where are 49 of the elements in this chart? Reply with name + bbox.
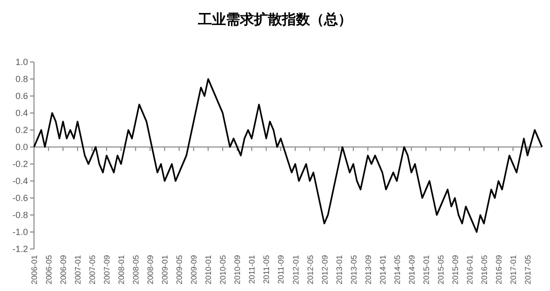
x-tick-label: 2015-01 [422, 254, 431, 284]
x-tick-label: 2012-09 [320, 254, 330, 284]
x-tick-label: 2012-05 [306, 254, 315, 284]
x-tick-label: 2017-05 [523, 254, 532, 284]
x-tick-label: 2011-05 [262, 254, 272, 284]
y-tick-label: 0.6 [15, 91, 28, 101]
x-tick-label: 2010-09 [233, 254, 242, 284]
x-tick-label: 2008-09 [146, 254, 156, 284]
x-tick-label: 2007-01 [74, 254, 83, 284]
x-tick-label: 2009-09 [190, 254, 199, 284]
y-tick-label: -0.8 [12, 210, 28, 220]
x-tick-label: 2012-01 [291, 254, 300, 284]
x-tick-label: 2006-09 [59, 254, 68, 284]
y-tick-label: 0.4 [15, 108, 28, 118]
x-tick-label: 2008-01 [117, 254, 126, 284]
x-tick-label: 2016-05 [480, 254, 489, 284]
x-tick-label: 2013-05 [349, 254, 358, 284]
x-tick-label: 2017-01 [508, 254, 518, 284]
y-tick-label: -1.2 [12, 244, 28, 254]
x-tick-label: 2009-01 [160, 254, 170, 284]
y-tick-label: -1.0 [12, 227, 28, 237]
x-tick-label: 2009-05 [175, 254, 184, 284]
x-tick-label: 2016-01 [465, 254, 474, 284]
x-tick-label: 2006-01 [30, 254, 39, 284]
x-tick-label: 2014-09 [407, 254, 416, 284]
y-tick-label: 0.8 [15, 74, 28, 84]
chart-title: 工业需求扩散指数（总） [197, 11, 352, 27]
x-tick-label: 2008-05 [132, 254, 141, 284]
y-tick-label: 0.2 [15, 125, 28, 135]
x-tick-label: 2011-01 [248, 254, 257, 284]
x-tick-label: 2013-09 [364, 254, 373, 284]
x-tick-label: 2006-05 [44, 254, 54, 284]
y-tick-label: -0.6 [12, 193, 28, 203]
x-tick-label: 2015-05 [436, 254, 446, 284]
y-tick-label: 0.0 [15, 142, 28, 152]
y-tick-label: 1.0 [15, 57, 28, 67]
x-tick-label: 2014-01 [378, 254, 388, 284]
x-tick-label: 2015-09 [450, 254, 460, 284]
x-tick-label: 2007-09 [102, 254, 112, 284]
x-tick-label: 2010-01 [204, 254, 214, 284]
x-tick-label: 2007-05 [88, 254, 98, 284]
x-tick-label: 2010-05 [218, 254, 228, 284]
line-series [33, 78, 543, 233]
x-tick-label: 2013-01 [334, 254, 344, 284]
x-tick-label: 2011-09 [276, 254, 286, 284]
x-tick-label: 2014-05 [392, 254, 402, 284]
x-tick-label: 2016-09 [494, 254, 504, 284]
y-tick-label: -0.4 [12, 176, 28, 186]
y-tick-label: -0.2 [12, 159, 28, 169]
